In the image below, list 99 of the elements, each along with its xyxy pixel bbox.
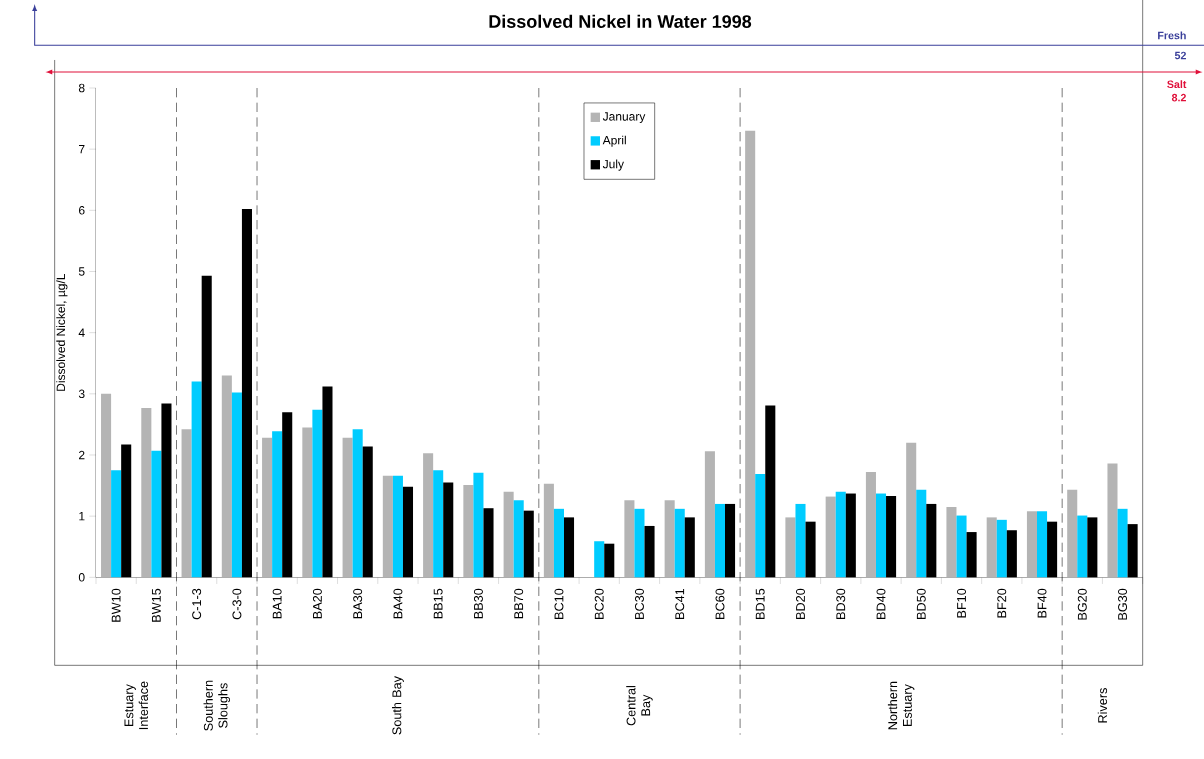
bar — [553, 508, 564, 578]
bar — [875, 493, 887, 578]
bar — [141, 408, 152, 578]
x-tick-label: BB15 — [433, 588, 443, 619]
bar — [946, 507, 957, 578]
legend-label: July — [602, 159, 624, 171]
y-tick-label: 6 — [79, 206, 85, 215]
x-tick-label: BC20 — [594, 588, 604, 620]
bar — [352, 429, 363, 578]
x-tick-label: BF40 — [1037, 588, 1047, 618]
bar — [785, 517, 796, 578]
text: Northern Estuary — [887, 681, 915, 730]
y-tick-label: 8 — [78, 83, 85, 93]
bar — [674, 508, 685, 578]
bar — [342, 438, 353, 578]
bar — [1117, 508, 1128, 578]
bar — [714, 504, 726, 578]
y-tick-label: 1 — [79, 512, 85, 521]
text: Southern Sloughs — [203, 680, 231, 731]
x-tick-label: BC30 — [634, 588, 644, 620]
bar — [1067, 490, 1078, 578]
bar — [704, 451, 715, 578]
bar — [101, 394, 112, 578]
bar — [191, 381, 202, 578]
bar — [473, 472, 484, 578]
bar — [423, 453, 434, 578]
text: Fresh 52 — [1158, 31, 1186, 60]
bar — [906, 442, 917, 578]
text: Salt 8.2 — [1167, 80, 1187, 102]
x-tick-label: C-1-3 — [192, 589, 202, 620]
bar — [745, 130, 756, 578]
bar — [835, 491, 846, 578]
x-tick-label: BC10 — [554, 588, 564, 620]
text: Rivers — [1097, 688, 1108, 723]
x-tick-label: BA30 — [353, 588, 363, 619]
x-tick-label: BB30 — [473, 588, 483, 619]
text: Central Bay — [626, 686, 653, 726]
bar — [503, 491, 514, 578]
x-tick-label: BD50 — [916, 588, 926, 620]
bar — [1026, 511, 1037, 578]
legend-label: April — [602, 135, 626, 148]
legend-label: January — [602, 112, 646, 124]
bar — [825, 496, 836, 578]
y-tick-label: 2 — [79, 450, 85, 460]
bar — [755, 474, 766, 578]
chart-title: Dissolved Nickel in Water 1998 — [489, 14, 752, 29]
bar — [302, 427, 313, 578]
x-tick-label: BD20 — [796, 588, 805, 620]
bar — [151, 450, 162, 578]
bar — [111, 470, 122, 578]
y-tick-label: 3 — [78, 389, 85, 399]
bar — [221, 375, 232, 578]
y-tick-label: 7 — [79, 145, 85, 154]
bar — [956, 515, 967, 578]
x-tick-label: BF10 — [957, 588, 967, 618]
bar — [382, 475, 393, 578]
bar — [312, 409, 323, 578]
bar — [1107, 463, 1118, 578]
x-tick-label: C-3-0 — [232, 588, 242, 620]
bar — [392, 475, 403, 578]
bar — [1037, 511, 1048, 578]
y-tick-label: 5 — [78, 267, 85, 276]
y-tick-label: 0 — [78, 573, 85, 582]
x-tick-label: BD40 — [876, 588, 886, 620]
x-tick-label: BA40 — [393, 588, 403, 619]
x-tick-label: BD15 — [755, 588, 765, 620]
text: Estuary Interface — [124, 681, 149, 730]
x-tick-label: BG30 — [1118, 588, 1128, 620]
x-tick-label: BW10 — [111, 588, 121, 622]
x-tick-label: BC60 — [715, 588, 725, 620]
bar — [916, 490, 927, 578]
x-tick-label: BA20 — [312, 588, 322, 619]
bar — [594, 541, 605, 578]
bar — [262, 438, 273, 578]
bar — [664, 500, 675, 578]
x-tick-label: BF20 — [997, 588, 1007, 618]
x-tick-label: BG20 — [1077, 588, 1087, 620]
bar — [865, 472, 876, 578]
bar — [181, 429, 192, 578]
y-tick-label: 4 — [78, 328, 85, 337]
bar — [634, 508, 645, 578]
bar — [1077, 515, 1088, 578]
bar — [624, 500, 635, 578]
text: South Bay — [392, 676, 404, 735]
bar — [986, 517, 997, 578]
x-tick-label: BA10 — [272, 588, 282, 619]
bar — [463, 485, 474, 578]
bar — [272, 431, 283, 578]
bar — [795, 504, 806, 578]
x-tick-label: BW15 — [151, 588, 161, 622]
x-tick-label: BD30 — [836, 588, 846, 620]
bar — [433, 470, 444, 578]
x-tick-label: BB70 — [514, 588, 524, 619]
y-axis-title: Dissolved Nickel, µg/L — [56, 274, 68, 391]
bar — [996, 520, 1007, 578]
bar — [513, 500, 524, 578]
x-tick-label: BC41 — [675, 589, 685, 620]
bar — [231, 392, 242, 578]
bar — [543, 483, 554, 578]
